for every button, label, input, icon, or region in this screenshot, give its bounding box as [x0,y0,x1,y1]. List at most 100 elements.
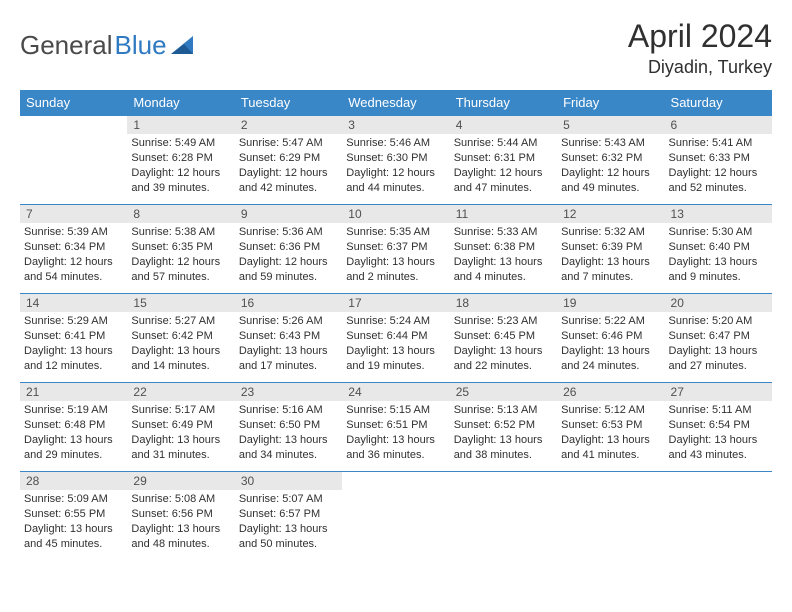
sail-icon [171,36,197,56]
day-line-ss: Sunset: 6:31 PM [454,151,553,166]
day-line-sr: Sunrise: 5:26 AM [239,314,338,329]
day-details: Sunrise: 5:08 AMSunset: 6:56 PMDaylight:… [127,490,234,555]
day-details: Sunrise: 5:49 AMSunset: 6:28 PMDaylight:… [127,134,234,199]
day-line-sr: Sunrise: 5:41 AM [669,136,768,151]
day-number: 13 [665,205,772,223]
day-line-d1: Daylight: 13 hours [561,433,660,448]
day-line-sr: Sunrise: 5:36 AM [239,225,338,240]
calendar-cell: 1Sunrise: 5:49 AMSunset: 6:28 PMDaylight… [127,116,234,205]
calendar-cell: 24Sunrise: 5:15 AMSunset: 6:51 PMDayligh… [342,383,449,472]
day-line-d2: and 22 minutes. [454,359,553,374]
day-line-d2: and 14 minutes. [131,359,230,374]
calendar-cell: 2Sunrise: 5:47 AMSunset: 6:29 PMDaylight… [235,116,342,205]
day-line-ss: Sunset: 6:55 PM [24,507,123,522]
day-details: Sunrise: 5:24 AMSunset: 6:44 PMDaylight:… [342,312,449,377]
day-line-ss: Sunset: 6:47 PM [669,329,768,344]
day-line-ss: Sunset: 6:52 PM [454,418,553,433]
day-details: Sunrise: 5:38 AMSunset: 6:35 PMDaylight:… [127,223,234,288]
day-line-d2: and 27 minutes. [669,359,768,374]
day-line-ss: Sunset: 6:56 PM [131,507,230,522]
day-line-ss: Sunset: 6:32 PM [561,151,660,166]
day-line-d2: and 31 minutes. [131,448,230,463]
day-line-sr: Sunrise: 5:27 AM [131,314,230,329]
day-number: 6 [665,116,772,134]
day-line-d2: and 12 minutes. [24,359,123,374]
day-line-d1: Daylight: 12 hours [346,166,445,181]
day-details: Sunrise: 5:09 AMSunset: 6:55 PMDaylight:… [20,490,127,555]
calendar-cell: 26Sunrise: 5:12 AMSunset: 6:53 PMDayligh… [557,383,664,472]
col-sunday: Sunday [20,90,127,116]
day-details: Sunrise: 5:32 AMSunset: 6:39 PMDaylight:… [557,223,664,288]
calendar-cell [665,472,772,561]
calendar-row: 28Sunrise: 5:09 AMSunset: 6:55 PMDayligh… [20,472,772,561]
day-line-d1: Daylight: 12 hours [239,255,338,270]
day-line-d2: and 59 minutes. [239,270,338,285]
calendar-cell [557,472,664,561]
day-line-sr: Sunrise: 5:16 AM [239,403,338,418]
day-line-d2: and 2 minutes. [346,270,445,285]
day-details: Sunrise: 5:12 AMSunset: 6:53 PMDaylight:… [557,401,664,466]
day-line-d2: and 34 minutes. [239,448,338,463]
day-line-d2: and 50 minutes. [239,537,338,552]
day-line-sr: Sunrise: 5:19 AM [24,403,123,418]
day-number: 21 [20,383,127,401]
col-monday: Monday [127,90,234,116]
day-line-d2: and 7 minutes. [561,270,660,285]
calendar-cell: 17Sunrise: 5:24 AMSunset: 6:44 PMDayligh… [342,294,449,383]
day-number: 2 [235,116,342,134]
day-details: Sunrise: 5:23 AMSunset: 6:45 PMDaylight:… [450,312,557,377]
day-line-sr: Sunrise: 5:47 AM [239,136,338,151]
calendar-cell: 16Sunrise: 5:26 AMSunset: 6:43 PMDayligh… [235,294,342,383]
col-tuesday: Tuesday [235,90,342,116]
day-line-ss: Sunset: 6:43 PM [239,329,338,344]
day-number: 30 [235,472,342,490]
day-line-sr: Sunrise: 5:12 AM [561,403,660,418]
day-line-d2: and 47 minutes. [454,181,553,196]
col-thursday: Thursday [450,90,557,116]
day-line-d1: Daylight: 13 hours [561,255,660,270]
day-number: 26 [557,383,664,401]
day-number: 28 [20,472,127,490]
calendar-cell: 19Sunrise: 5:22 AMSunset: 6:46 PMDayligh… [557,294,664,383]
calendar-cell [342,472,449,561]
day-details: Sunrise: 5:11 AMSunset: 6:54 PMDaylight:… [665,401,772,466]
day-line-ss: Sunset: 6:53 PM [561,418,660,433]
day-line-ss: Sunset: 6:36 PM [239,240,338,255]
day-line-d1: Daylight: 13 hours [239,433,338,448]
day-details: Sunrise: 5:39 AMSunset: 6:34 PMDaylight:… [20,223,127,288]
day-line-sr: Sunrise: 5:29 AM [24,314,123,329]
calendar-cell: 3Sunrise: 5:46 AMSunset: 6:30 PMDaylight… [342,116,449,205]
day-line-d2: and 49 minutes. [561,181,660,196]
day-details: Sunrise: 5:17 AMSunset: 6:49 PMDaylight:… [127,401,234,466]
day-line-d2: and 44 minutes. [346,181,445,196]
day-line-d2: and 39 minutes. [131,181,230,196]
day-line-ss: Sunset: 6:40 PM [669,240,768,255]
calendar-cell: 28Sunrise: 5:09 AMSunset: 6:55 PMDayligh… [20,472,127,561]
day-number: 10 [342,205,449,223]
day-line-d1: Daylight: 13 hours [24,344,123,359]
day-line-d2: and 45 minutes. [24,537,123,552]
day-details: Sunrise: 5:22 AMSunset: 6:46 PMDaylight:… [557,312,664,377]
day-line-d1: Daylight: 13 hours [131,433,230,448]
day-line-d1: Daylight: 13 hours [669,255,768,270]
day-number: 5 [557,116,664,134]
day-line-d1: Daylight: 12 hours [454,166,553,181]
day-line-sr: Sunrise: 5:11 AM [669,403,768,418]
calendar-cell [20,116,127,205]
day-details: Sunrise: 5:47 AMSunset: 6:29 PMDaylight:… [235,134,342,199]
day-line-d1: Daylight: 12 hours [131,166,230,181]
day-line-sr: Sunrise: 5:09 AM [24,492,123,507]
day-details: Sunrise: 5:44 AMSunset: 6:31 PMDaylight:… [450,134,557,199]
day-number: 24 [342,383,449,401]
location-subtitle: Diyadin, Turkey [628,57,772,78]
calendar-cell: 20Sunrise: 5:20 AMSunset: 6:47 PMDayligh… [665,294,772,383]
day-number: 16 [235,294,342,312]
day-line-d2: and 38 minutes. [454,448,553,463]
day-line-d1: Daylight: 13 hours [346,255,445,270]
calendar-row: 21Sunrise: 5:19 AMSunset: 6:48 PMDayligh… [20,383,772,472]
day-details: Sunrise: 5:13 AMSunset: 6:52 PMDaylight:… [450,401,557,466]
day-line-d2: and 24 minutes. [561,359,660,374]
calendar-cell [450,472,557,561]
day-details: Sunrise: 5:19 AMSunset: 6:48 PMDaylight:… [20,401,127,466]
brand-part1: General [20,30,113,61]
